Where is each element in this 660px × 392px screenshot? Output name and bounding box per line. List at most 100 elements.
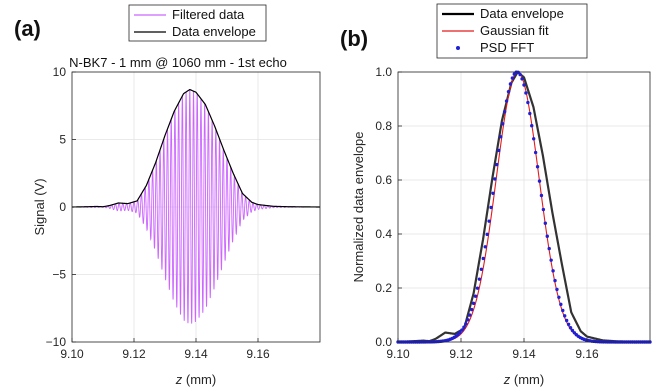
panel-b: (b) 9.10 9.12 9.14 9.16 1.0 0.8 0.6 0.4 0.2 0.0 z… <box>340 3 652 387</box>
panel-a-legend-box <box>128 4 267 42</box>
panel-a-legend: Filtered data Data envelope <box>128 4 267 42</box>
panel-b-xlabel-unit: (mm) <box>510 372 544 387</box>
psd-fft-point <box>543 221 548 225</box>
psd-fft-point <box>500 122 505 126</box>
y-tick-label: 0.8 <box>375 119 392 133</box>
psd-fft-point <box>524 91 528 95</box>
panel-b-xlabel: z (mm) <box>503 372 544 387</box>
y-tick-label: 0.2 <box>375 281 392 295</box>
psd-fft-point <box>481 256 485 261</box>
panel-a-xlabel-unit: (mm) <box>182 372 216 387</box>
psd-fft-point <box>471 301 476 306</box>
legend-label-gaussian-fit: Gaussian fit <box>480 23 549 38</box>
x-tick-label: 9.10 <box>60 347 84 361</box>
psd-fft-point <box>522 83 526 87</box>
psd-fft-point <box>464 322 468 326</box>
legend-label-psd-fft: PSD FFT <box>480 40 534 55</box>
psd-fft-point <box>526 100 530 105</box>
psd-fft-point <box>555 287 559 292</box>
psd-fft-point <box>491 191 495 196</box>
psd-fft-point <box>466 318 470 322</box>
psd-fft-point <box>485 232 489 237</box>
psd-fft-point <box>473 294 478 298</box>
y-tick-label: 5 <box>59 133 66 147</box>
psd-fft-point <box>475 286 480 290</box>
psd-fft-point <box>541 207 546 212</box>
legend-label-data-envelope-a: Data envelope <box>172 24 256 39</box>
psd-fft-point <box>495 162 499 167</box>
psd-fft-point <box>458 330 462 335</box>
psd-fft-point <box>564 318 569 323</box>
legend-label-filtered-data: Filtered data <box>172 7 245 22</box>
psd-fft-point <box>497 148 501 153</box>
panel-a-plot-area <box>71 88 321 324</box>
psd-fft-point <box>528 111 532 116</box>
x-tick-label: 9.14 <box>512 347 536 361</box>
psd-fft-point <box>469 307 474 312</box>
y-tick-label: 0 <box>59 200 66 214</box>
psd-fft-point <box>468 313 472 317</box>
y-tick-label: −5 <box>52 268 66 282</box>
psd-fft-point <box>502 110 507 114</box>
panel-a-ticks: 9.10 9.12 9.14 9.16 10 5 0 −5 −10 <box>46 65 270 361</box>
panel-b-label: (b) <box>340 26 368 51</box>
panel-b-ylabel: Normalized data envelope <box>351 131 366 282</box>
psd-fft-point <box>566 322 571 327</box>
psd-fft-point <box>477 277 482 281</box>
y-tick-label: 0.6 <box>375 173 392 187</box>
panel-a-xlabel: z (mm) <box>175 372 216 387</box>
psd-fft-point <box>568 326 573 330</box>
legend-swatch-psd-fft <box>456 46 460 50</box>
psd-fft-point <box>553 278 557 283</box>
psd-fft-point <box>489 205 493 210</box>
x-tick-label: 9.16 <box>246 347 270 361</box>
psd-fft-point <box>547 246 551 251</box>
psd-fft-point <box>487 219 491 223</box>
x-tick-label: 9.16 <box>575 347 599 361</box>
panel-a-xlabel-var: z <box>175 372 183 387</box>
y-tick-label: −10 <box>46 335 67 349</box>
y-tick-label: 10 <box>53 65 67 79</box>
psd-fft-point <box>549 258 553 262</box>
psd-fft-point <box>537 179 542 183</box>
psd-fft-point <box>483 245 487 249</box>
y-tick-label: 0.4 <box>375 227 392 241</box>
y-tick-label: 1.0 <box>375 65 392 79</box>
series-psd-fft <box>396 70 652 344</box>
legend-label-data-envelope-b: Data envelope <box>480 6 564 21</box>
psd-fft-point <box>563 314 567 318</box>
panel-b-ticks: 9.10 9.12 9.14 9.16 1.0 0.8 0.6 0.4 0.2 0.0 <box>375 65 599 361</box>
psd-fft-point <box>559 302 563 307</box>
psd-fft-point <box>493 177 497 181</box>
x-tick-label: 9.14 <box>184 347 208 361</box>
x-tick-label: 9.10 <box>386 347 410 361</box>
psd-fft-point <box>570 328 575 333</box>
psd-fft-point <box>504 99 509 103</box>
psd-fft-point <box>479 267 484 271</box>
panel-a-ylabel: Signal (V) <box>32 178 47 235</box>
psd-fft-point <box>506 89 511 94</box>
panel-a-label: (a) <box>14 16 41 41</box>
x-tick-label: 9.12 <box>449 347 473 361</box>
psd-fft-point <box>518 72 522 77</box>
psd-fft-point <box>557 295 561 300</box>
psd-fft-point <box>460 328 464 332</box>
psd-fft-point <box>535 165 540 169</box>
series-data-envelope <box>71 88 321 208</box>
y-tick-label: 0.0 <box>375 335 392 349</box>
psd-fft-point <box>462 325 466 329</box>
psd-fft-point <box>539 193 544 198</box>
psd-fft-point <box>533 150 538 155</box>
psd-fft-point <box>520 77 524 81</box>
psd-fft-point <box>499 135 503 139</box>
panel-b-legend: Data envelope Gaussian fit PSD FFT <box>436 3 588 59</box>
psd-fft-point <box>530 124 534 128</box>
x-tick-label: 9.12 <box>122 347 146 361</box>
panel-a-title: N-BK7 - 1 mm @ 1060 mm - 1st echo <box>69 55 287 70</box>
panel-a: (a) N-BK7 - 1 mm @ 1060 mm - 1st echo 9.… <box>14 4 321 387</box>
psd-fft-point <box>545 234 549 238</box>
psd-fft-point <box>510 76 515 80</box>
panel-b-grid <box>397 71 650 343</box>
psd-fft-point <box>508 82 513 86</box>
